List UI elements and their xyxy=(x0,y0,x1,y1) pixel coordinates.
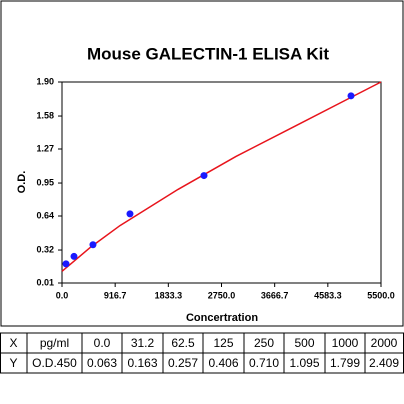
x-tick-label: 2750.0 xyxy=(208,290,236,300)
table-cell: 1000 xyxy=(332,336,359,350)
y-tick-label: 0.95 xyxy=(36,177,54,187)
x-tick-label: 1833.3 xyxy=(155,290,183,300)
x-tick-label: 916.7 xyxy=(104,290,127,300)
table-cell: pg/ml xyxy=(40,336,69,350)
table-cell: 1.799 xyxy=(330,356,360,370)
table-cell: 31.2 xyxy=(131,336,155,350)
table-cell: 0.257 xyxy=(168,356,198,370)
chart-title: Mouse GALECTIN-1 ELISA Kit xyxy=(87,44,329,63)
table-cell: 0.063 xyxy=(87,356,117,370)
y-tick-label: 1.90 xyxy=(36,76,54,86)
x-tick-label: 3666.7 xyxy=(261,290,289,300)
data-point xyxy=(347,92,355,100)
x-tick-label: 4583.3 xyxy=(314,290,342,300)
table-cell: 0.0 xyxy=(94,336,111,350)
y-tick-label: 0.01 xyxy=(36,277,54,287)
data-point xyxy=(70,252,78,260)
data-point xyxy=(89,241,97,249)
table-cell: 1.095 xyxy=(289,356,319,370)
data-point xyxy=(62,260,70,268)
table-cell: 2000 xyxy=(371,336,398,350)
y-tick-label: 1.58 xyxy=(36,110,54,120)
table-cell: 250 xyxy=(254,336,274,350)
table-cell: 500 xyxy=(294,336,314,350)
table-cell: 125 xyxy=(213,336,233,350)
table-cell: 0.406 xyxy=(208,356,238,370)
chart-frame xyxy=(0,0,404,327)
table-cell: 62.5 xyxy=(171,336,195,350)
y-axis-label: O.D. xyxy=(16,171,28,194)
data-point xyxy=(126,210,134,218)
table-cell: X xyxy=(9,336,17,350)
x-tick-label: 5500.0 xyxy=(367,290,395,300)
table-cell: 0.710 xyxy=(249,356,279,370)
x-axis-label: Concertration xyxy=(186,312,258,324)
x-tick-label: 0.0 xyxy=(56,290,69,300)
table-cell: 2.409 xyxy=(369,356,399,370)
table-cell: Y xyxy=(9,356,17,370)
data-point xyxy=(200,172,208,180)
table-cell: 0.163 xyxy=(127,356,157,370)
y-tick-label: 0.64 xyxy=(36,210,54,220)
y-tick-label: 0.32 xyxy=(36,244,54,254)
table-cell: O.D.450 xyxy=(32,356,77,370)
y-tick-label: 1.27 xyxy=(36,143,54,153)
